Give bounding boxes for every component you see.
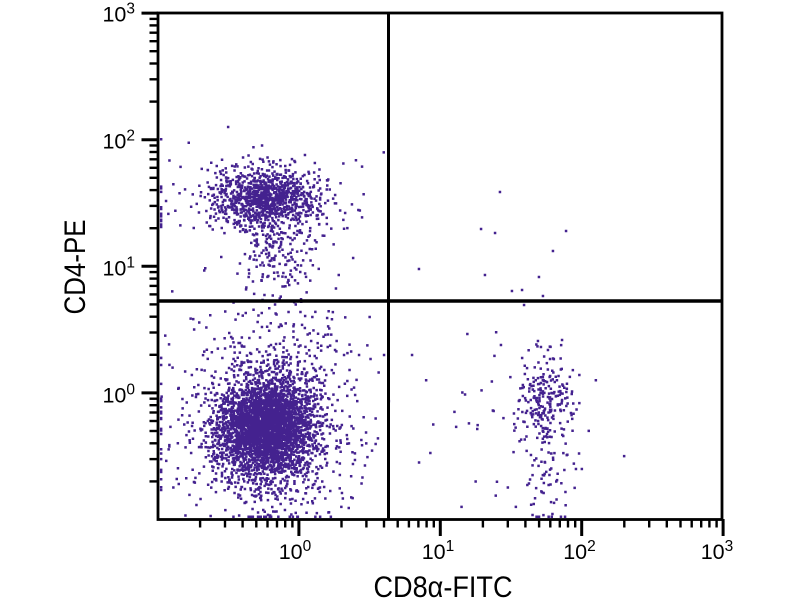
- svg-text:102: 102: [563, 538, 596, 564]
- svg-text:CD4-PE: CD4-PE: [59, 220, 92, 315]
- svg-text:CD8α-FITC: CD8α-FITC: [374, 571, 513, 600]
- svg-text:101: 101: [422, 538, 455, 564]
